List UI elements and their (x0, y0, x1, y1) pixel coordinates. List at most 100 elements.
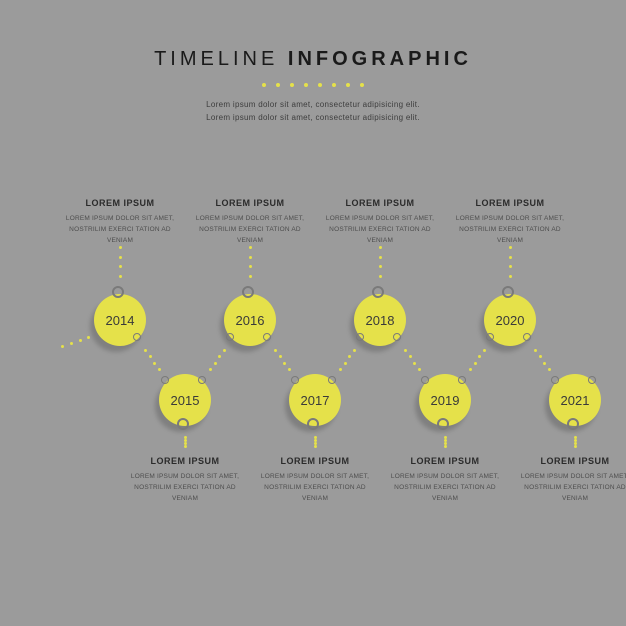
connector-dot (379, 265, 382, 268)
item-body: LOREM IPSUM DOLOR SIT AMET, NOSTRILIM EX… (455, 213, 565, 246)
connector-dot (153, 362, 156, 365)
header-dot (360, 83, 364, 87)
connector-dot (574, 445, 577, 448)
item-body: LOREM IPSUM DOLOR SIT AMET, NOSTRILIM EX… (520, 471, 626, 504)
connector-ring (226, 333, 234, 341)
header-dots (0, 83, 626, 87)
connector-dot (344, 362, 347, 365)
item-body: LOREM IPSUM DOLOR SIT AMET, NOSTRILIM EX… (130, 471, 240, 504)
connector-ring (372, 286, 384, 298)
item-text-2021: LOREM IPSUM LOREM IPSUM DOLOR SIT AMET, N… (520, 456, 626, 504)
header-dot (276, 83, 280, 87)
item-body: LOREM IPSUM DOLOR SIT AMET, NOSTRILIM EX… (325, 213, 435, 246)
connector-dot (348, 355, 351, 358)
connector-dot (409, 355, 412, 358)
connector-dot (418, 368, 421, 371)
connector-dot (144, 349, 147, 352)
item-body: LOREM IPSUM DOLOR SIT AMET, NOSTRILIM EX… (195, 213, 305, 246)
connector-dot (279, 355, 282, 358)
connector-dot (379, 246, 382, 249)
item-text-2014: LOREM IPSUMLOREM IPSUM DOLOR SIT AMET, N… (65, 198, 175, 246)
connector-dot (249, 246, 252, 249)
connector-ring (328, 376, 336, 384)
connector-dot (379, 256, 382, 259)
header-dot (318, 83, 322, 87)
connector-dot (218, 355, 221, 358)
connector-dot (509, 246, 512, 249)
item-heading: LOREM IPSUM (520, 456, 626, 466)
connector-dot (249, 275, 252, 278)
header-dot (304, 83, 308, 87)
connector-ring (551, 376, 559, 384)
connector-ring (112, 286, 124, 298)
connector-dot (87, 336, 90, 339)
connector-dot (474, 362, 477, 365)
connector-ring (588, 376, 596, 384)
connector-ring (291, 376, 299, 384)
connector-dot (158, 368, 161, 371)
connector-dot (70, 342, 73, 345)
connector-dot (469, 368, 472, 371)
connector-dot (509, 265, 512, 268)
connector-dot (184, 445, 187, 448)
connector-ring (161, 376, 169, 384)
header-dot (346, 83, 350, 87)
item-heading: LOREM IPSUM (260, 456, 370, 466)
item-text-2018: LOREM IPSUM LOREM IPSUM DOLOR SIT AMET, N… (325, 198, 435, 246)
subtitle-line-1: Lorem ipsum dolor sit amet, consectetur … (0, 99, 626, 112)
connector-dot (119, 275, 122, 278)
subtitle: Lorem ipsum dolor sit amet, consectetur … (0, 99, 626, 125)
item-text-2016: LOREM IPSUM LOREM IPSUM DOLOR SIT AMET, N… (195, 198, 305, 246)
item-heading: LOREM IPSUM (455, 198, 565, 208)
connector-ring (567, 418, 579, 430)
subtitle-line-2: Lorem ipsum dolor sit amet, consectetur … (0, 112, 626, 125)
timeline-infographic: TIMELINE INFOGRAPHIC Lorem ipsum dolor s… (0, 0, 626, 626)
item-heading: LOREM IPSUM (195, 198, 305, 208)
connector-dot (209, 368, 212, 371)
header-dot (332, 83, 336, 87)
connector-dot (404, 349, 407, 352)
title-bold: INFOGRAPHIC (288, 48, 472, 70)
connector-dot (339, 368, 342, 371)
connector-dot (61, 345, 64, 348)
connector-ring (486, 333, 494, 341)
item-text-2020: LOREM IPSUM LOREM IPSUM DOLOR SIT AMET, N… (455, 198, 565, 246)
header-dot (290, 83, 294, 87)
connector-ring (356, 333, 364, 341)
connector-dot (543, 362, 546, 365)
connector-dot (223, 349, 226, 352)
connector-dot (509, 275, 512, 278)
item-body: LOREM IPSUM DOLOR SIT AMET, NOSTRILIM EX… (390, 471, 500, 504)
connector-dot (79, 339, 82, 342)
item-text-2015: LOREM IPSUM LOREM IPSUM DOLOR SIT AMET, N… (130, 456, 240, 504)
connector-dot (274, 349, 277, 352)
connector-dot (119, 265, 122, 268)
connector-ring (523, 333, 531, 341)
connector-dot (149, 355, 152, 358)
connector-ring (437, 418, 449, 430)
item-heading: LOREM IPSUM (65, 198, 175, 208)
connector-ring (133, 333, 141, 341)
item-heading: LOREM IPSUM (390, 456, 500, 466)
connector-dot (444, 445, 447, 448)
connector-ring (502, 286, 514, 298)
connector-dot (413, 362, 416, 365)
connector-dot (283, 362, 286, 365)
connector-ring (242, 286, 254, 298)
connector-ring (458, 376, 466, 384)
connector-ring (393, 333, 401, 341)
item-heading: LOREM IPSUM (325, 198, 435, 208)
connector-dot (314, 445, 317, 448)
connector-ring (263, 333, 271, 341)
connector-dot (353, 349, 356, 352)
item-text-2019: LOREM IPSUM LOREM IPSUM DOLOR SIT AMET, N… (390, 456, 500, 504)
connector-dot (249, 265, 252, 268)
connector-ring (177, 418, 189, 430)
connector-dot (119, 246, 122, 249)
connector-dot (214, 362, 217, 365)
connector-dot (288, 368, 291, 371)
item-heading: LOREM IPSUM (130, 456, 240, 466)
connector-ring (421, 376, 429, 384)
header: TIMELINE INFOGRAPHIC Lorem ipsum dolor s… (0, 48, 626, 125)
connector-dot (379, 275, 382, 278)
